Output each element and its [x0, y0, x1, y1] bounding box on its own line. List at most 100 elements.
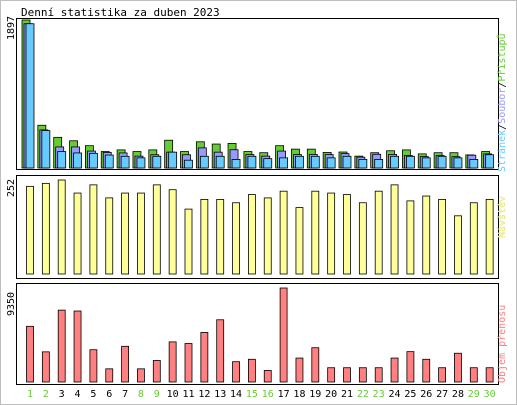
- x-tick-label: 10: [167, 389, 179, 400]
- pages-bar: [453, 157, 463, 169]
- y-max-label-bottom: 9350: [6, 292, 17, 316]
- legend-label-kbytes: Objem přenosu: [496, 305, 508, 383]
- panel-kbytes: 9350 Objem přenosu: [6, 283, 508, 385]
- visits-bar: [121, 192, 129, 275]
- x-tick-label: 25: [404, 389, 416, 400]
- legend-files: Soubor: [497, 88, 508, 124]
- pages-bar: [279, 157, 289, 169]
- pages-bar: [184, 159, 193, 169]
- kbytes-bar: [485, 367, 494, 383]
- kbytes-bar: [327, 367, 336, 383]
- visits-bar: [438, 198, 447, 275]
- pages-bar: [390, 155, 399, 169]
- kbytes-bar: [343, 367, 351, 383]
- x-tick-label: 13: [214, 389, 226, 400]
- kbytes-bar: [137, 368, 145, 383]
- visits-bar: [374, 190, 383, 275]
- chart-title: Denní statistika za duben 2023: [21, 6, 220, 19]
- visits-bar: [390, 184, 399, 275]
- pages-bar: [437, 155, 447, 169]
- kbytes-bar: [263, 370, 272, 383]
- hits-bars: [21, 19, 495, 169]
- x-tick-label: 21: [341, 389, 353, 400]
- kbytes-bar: [374, 367, 383, 383]
- pages-bar: [199, 155, 209, 169]
- x-tick-label: 15: [246, 389, 258, 400]
- pages-bar: [152, 155, 162, 169]
- x-tick-label: 6: [106, 389, 112, 400]
- pages-bar: [89, 152, 98, 169]
- x-tick-label: 14: [230, 389, 242, 400]
- x-tick-label: 20: [325, 389, 337, 400]
- kbytes-bar: [26, 325, 34, 383]
- kbytes-bar: [121, 345, 129, 383]
- x-tick-label: 23: [373, 389, 385, 400]
- visits-bar: [469, 202, 478, 275]
- visits-bar: [216, 198, 225, 275]
- kbytes-bar: [152, 360, 161, 383]
- visits-bar: [247, 194, 256, 275]
- kbytes-bar: [184, 343, 193, 383]
- kbytes-bar: [454, 352, 462, 383]
- x-tick-label: 16: [262, 389, 274, 400]
- x-tick-label: 11: [182, 389, 194, 400]
- pages-bar: [73, 152, 82, 169]
- pages-bar: [168, 151, 178, 169]
- visits-bar: [422, 195, 431, 275]
- kbytes-bar: [57, 309, 66, 383]
- pages-bar: [469, 159, 479, 169]
- kbytes-bar: [232, 361, 240, 383]
- visits-bar: [311, 190, 320, 275]
- pages-bar: [310, 155, 320, 169]
- x-tick-label: 7: [122, 389, 128, 400]
- kbytes-bar: [422, 358, 431, 383]
- visits-bar: [200, 198, 209, 275]
- y-max-label-middle: 252: [6, 179, 17, 197]
- pages-bar: [295, 155, 304, 169]
- x-tick-label: 17: [278, 389, 290, 400]
- visits-bar: [358, 202, 367, 275]
- pages-bar: [41, 130, 51, 169]
- panel-frame-top: [16, 18, 499, 170]
- visits-bar: [105, 197, 114, 275]
- visits-bar: [152, 184, 161, 275]
- visits-bar: [295, 207, 304, 275]
- legend-label-visits: Návštěv: [496, 196, 508, 238]
- pages-bar: [263, 158, 273, 169]
- x-tick-label: 28: [452, 389, 464, 400]
- x-tick-label: 19: [309, 389, 321, 400]
- pages-bar: [215, 155, 225, 169]
- visits-bar: [26, 185, 34, 275]
- x-tick-label: 18: [293, 389, 305, 400]
- visits-bar: [184, 208, 193, 275]
- kbytes-bar: [89, 349, 98, 383]
- visits-bar: [406, 200, 415, 275]
- kbytes-bar: [295, 357, 304, 383]
- kbytes-bar: [358, 367, 367, 383]
- visits-bar: [343, 194, 351, 275]
- kbytes-bar: [41, 351, 50, 383]
- visits-bar: [454, 215, 462, 275]
- x-tick-label: 9: [154, 389, 160, 400]
- kbytes-bar: [406, 351, 415, 383]
- pages-bar: [104, 154, 114, 169]
- x-axis-day-labels: 1 2 3 4 5 6 7 8 9 10 11 12 13 14 15 16 17 18 19 20 21 22 23 24 2…: [27, 389, 496, 400]
- visits-bar: [137, 192, 145, 275]
- kbytes-bar: [247, 358, 256, 383]
- visits-bars: [26, 179, 494, 275]
- visits-bar: [57, 179, 66, 275]
- x-tick-label: 1: [27, 389, 33, 400]
- kbytes-bar: [168, 341, 177, 383]
- x-tick-label: 3: [59, 389, 65, 400]
- x-tick-label: 27: [436, 389, 448, 400]
- visits-bar: [73, 192, 82, 275]
- pages-bar: [326, 157, 336, 169]
- panel-hits-files-pages: 1897 Stránek/Soubor/Přístupů: [6, 16, 508, 172]
- panel-frame-bottom: [16, 283, 499, 385]
- x-tick-label: 8: [138, 389, 144, 400]
- visits-bar: [327, 192, 336, 275]
- pages-bar: [405, 155, 415, 169]
- x-tick-label: 5: [90, 389, 96, 400]
- visits-bar: [41, 182, 50, 275]
- y-max-label-top: 1897: [6, 16, 17, 40]
